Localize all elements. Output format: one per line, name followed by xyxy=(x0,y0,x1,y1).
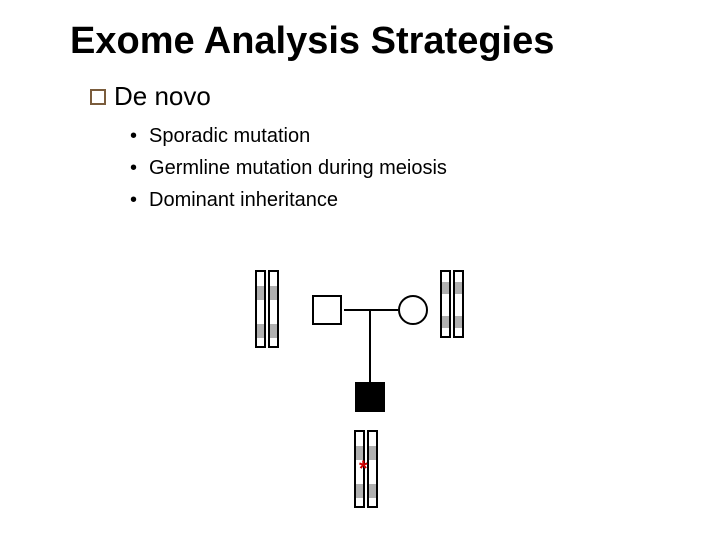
mother-chromosomes xyxy=(440,270,464,338)
page-title: Exome Analysis Strategies xyxy=(70,20,680,63)
item-text: Sporadic mutation xyxy=(149,122,310,150)
section-header: De novo xyxy=(90,81,680,112)
square-bullet-icon xyxy=(90,89,106,105)
child-symbol-affected xyxy=(355,382,385,412)
mother-symbol xyxy=(398,295,428,325)
item-text: Dominant inheritance xyxy=(149,186,338,214)
parent-connector xyxy=(344,309,398,311)
slide: Exome Analysis Strategies De novo • Spor… xyxy=(0,0,720,540)
bullet-dot-icon: • xyxy=(130,186,137,214)
list-item: • Dominant inheritance xyxy=(130,186,680,214)
bullet-dot-icon: • xyxy=(130,154,137,182)
bullet-dot-icon: • xyxy=(130,122,137,150)
pedigree-diagram: * xyxy=(250,270,550,530)
mutation-marker: * xyxy=(359,456,368,482)
father-symbol xyxy=(312,295,342,325)
father-chromosomes xyxy=(255,270,279,348)
sub-list: • Sporadic mutation • Germline mutation … xyxy=(130,122,680,214)
list-item: • Sporadic mutation xyxy=(130,122,680,150)
child-connector xyxy=(369,309,371,382)
item-text: Germline mutation during meiosis xyxy=(149,154,447,182)
section-label: De novo xyxy=(114,81,211,112)
list-item: • Germline mutation during meiosis xyxy=(130,154,680,182)
